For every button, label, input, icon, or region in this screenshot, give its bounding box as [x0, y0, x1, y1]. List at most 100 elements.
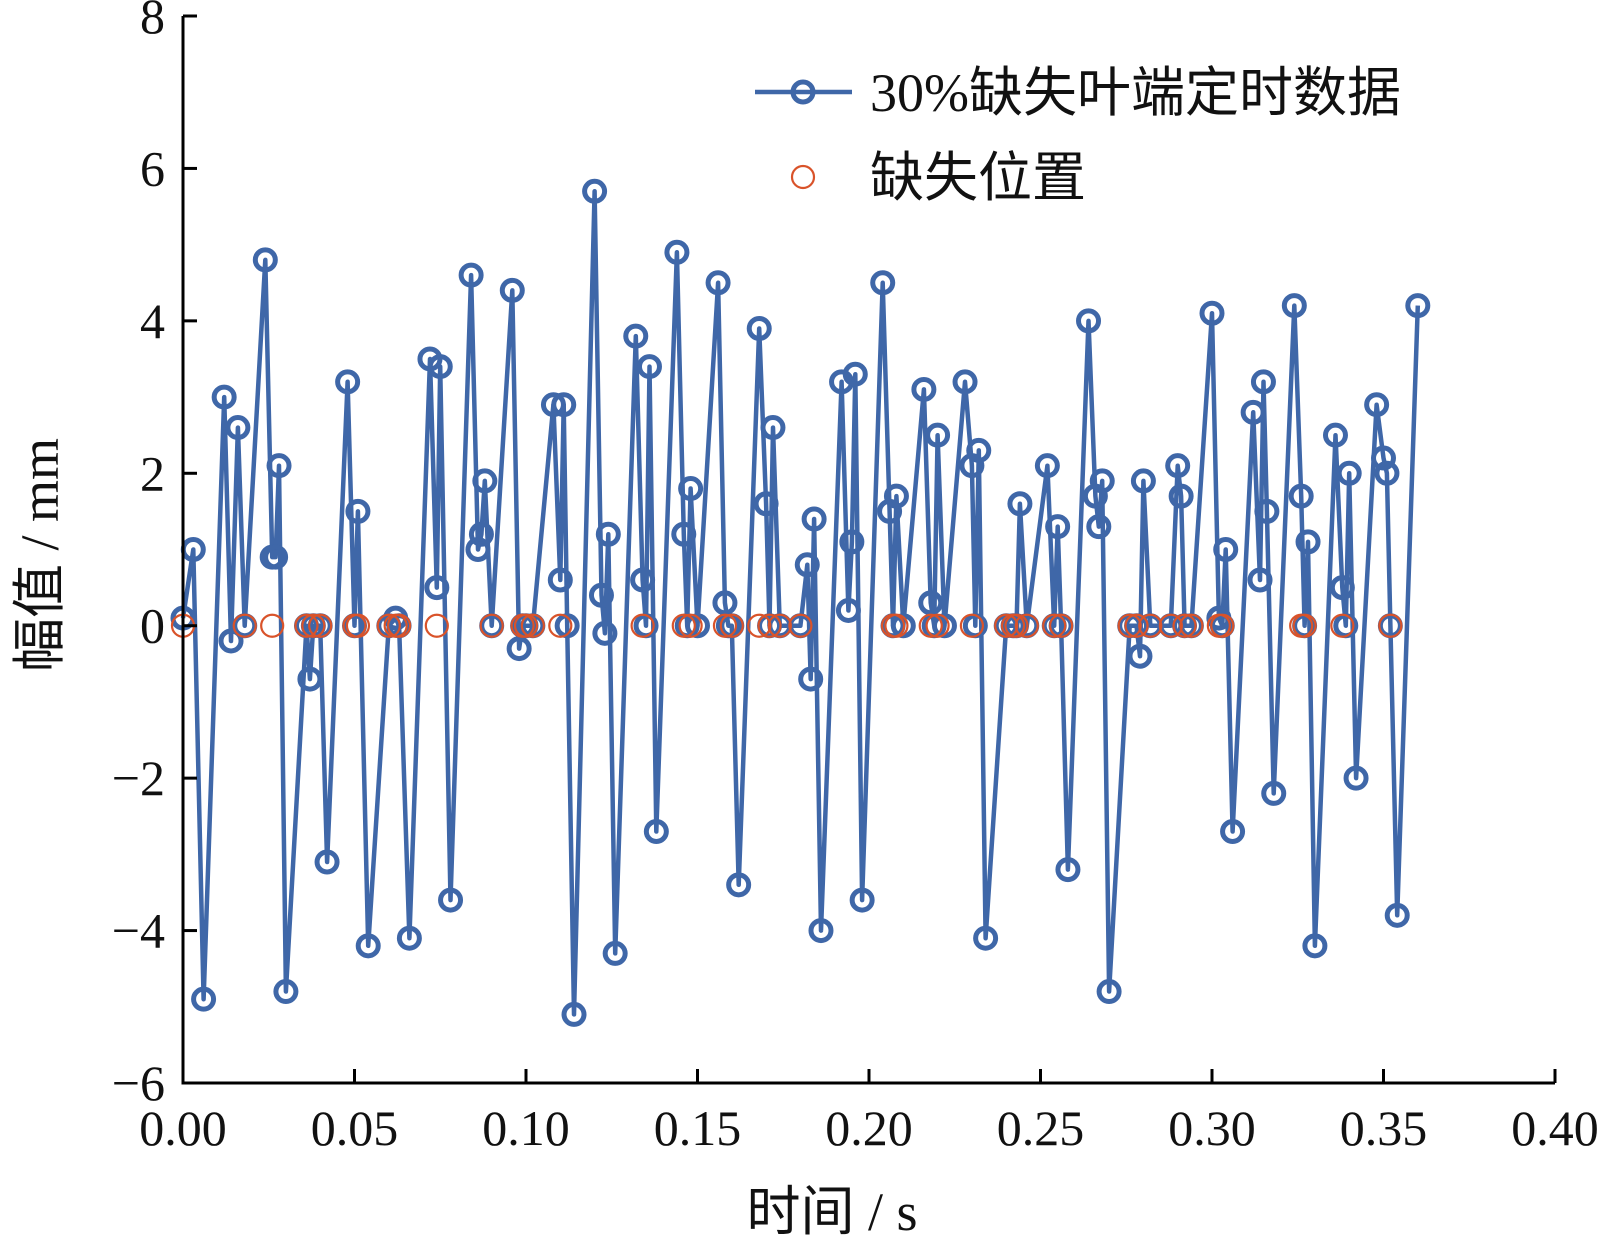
data-point: [678, 476, 704, 502]
data-point: [211, 384, 237, 410]
data-point: [1343, 765, 1369, 791]
data-point: [801, 506, 827, 532]
missing-point: [424, 613, 449, 638]
data-point: [643, 818, 669, 844]
data-point: [396, 925, 422, 951]
data-point: [1045, 514, 1071, 540]
data-point: [1130, 468, 1156, 494]
missing-point: [1004, 613, 1029, 638]
missing-point: [747, 613, 772, 638]
x-tick-label: 0.30: [1168, 1100, 1256, 1156]
data-point: [1384, 902, 1410, 928]
data-point: [835, 597, 861, 623]
missing-point: [1117, 613, 1142, 638]
y-tick-label: 2: [140, 445, 165, 501]
y-tick-label: 8: [140, 0, 165, 44]
data-point: [554, 613, 580, 639]
missing-point: [513, 613, 539, 638]
data-point: [794, 552, 820, 578]
missing-point: [719, 613, 744, 638]
data-point: [225, 415, 251, 441]
data-point: [335, 369, 361, 395]
x-tick-label: 0.15: [654, 1100, 742, 1156]
y-tick-label: −4: [112, 903, 165, 959]
x-tick-label: 0.10: [482, 1100, 570, 1156]
missing-point: [1172, 613, 1197, 638]
x-tick-label: 0.00: [139, 1100, 227, 1156]
axes: 0.00 0.05 0.10 0.15 0.20 0.25 0.30 0.35 0.40 −6 −4…: [112, 0, 1599, 1156]
data-point: [506, 636, 532, 662]
missing-point: [678, 613, 703, 638]
data-point: [705, 270, 731, 296]
data-point: [1405, 293, 1431, 319]
data-point: [424, 575, 450, 601]
data-point: [582, 178, 608, 204]
missing-point: [671, 613, 696, 638]
missing-point: [1048, 613, 1074, 638]
plot-area: [170, 178, 1431, 1027]
missing-point: [376, 613, 401, 638]
data-point: [753, 491, 779, 517]
data-point: [685, 613, 710, 639]
data-point: [314, 849, 340, 875]
data-point: [1281, 293, 1307, 319]
y-axis-title: 幅值 / mm: [10, 438, 70, 672]
x-tick-label: 0.35: [1340, 1100, 1428, 1156]
data-point: [438, 887, 464, 913]
data-point: [1364, 392, 1390, 418]
data-point: [918, 590, 944, 616]
missing-point: [767, 613, 792, 638]
data-point: [1322, 422, 1348, 448]
data-point: [1168, 483, 1194, 509]
data-point: [664, 239, 690, 265]
missing-point: [925, 613, 950, 638]
missing-point: [959, 613, 985, 638]
missing-point: [1042, 613, 1067, 638]
missing-point: [1138, 613, 1163, 638]
missing-point: [712, 613, 738, 638]
legend-line-marker: [790, 79, 816, 105]
x-tick-label: 0.05: [311, 1100, 399, 1156]
y-tick-label: −2: [112, 750, 165, 806]
data-point: [966, 437, 992, 463]
data-point: [1199, 300, 1225, 326]
data-point: [499, 277, 525, 303]
legend-label-series-2: 缺失位置: [870, 148, 1086, 208]
data-point: [760, 415, 786, 441]
missing-point: [520, 613, 545, 638]
data-point: [1288, 483, 1314, 509]
data-point: [911, 376, 937, 402]
missing-point: [260, 613, 285, 638]
y-tick-label: 0: [140, 598, 165, 654]
data-point: [925, 422, 951, 448]
data-point: [595, 521, 621, 547]
data-point: [1240, 399, 1266, 425]
x-tick-label: 0.25: [997, 1100, 1085, 1156]
data-point: [602, 940, 628, 966]
data-point: [191, 986, 217, 1012]
missing-point: [1158, 613, 1183, 638]
missing-point: [1292, 613, 1317, 638]
data-point: [561, 1001, 587, 1027]
missing-point: [345, 613, 371, 638]
y-tick-label: −6: [112, 1055, 165, 1111]
missing-point: [294, 613, 319, 638]
data-point: [263, 544, 289, 570]
data-point: [973, 925, 999, 951]
data-point: [468, 521, 494, 547]
missing-point: [548, 613, 573, 638]
missing-point: [479, 613, 504, 638]
data-point: [636, 354, 662, 380]
missing-point: [994, 613, 1019, 638]
data-point: [1127, 643, 1153, 669]
data-point: [472, 468, 498, 494]
missing-point: [1330, 613, 1355, 638]
data-point: [671, 521, 697, 547]
data-point: [551, 392, 577, 418]
data-point: [1254, 498, 1280, 524]
legend-missing-marker: [790, 164, 816, 190]
data-point: [746, 315, 772, 341]
data-point: [623, 323, 649, 349]
missing-point: [1210, 613, 1235, 638]
data-point: [1034, 453, 1060, 479]
